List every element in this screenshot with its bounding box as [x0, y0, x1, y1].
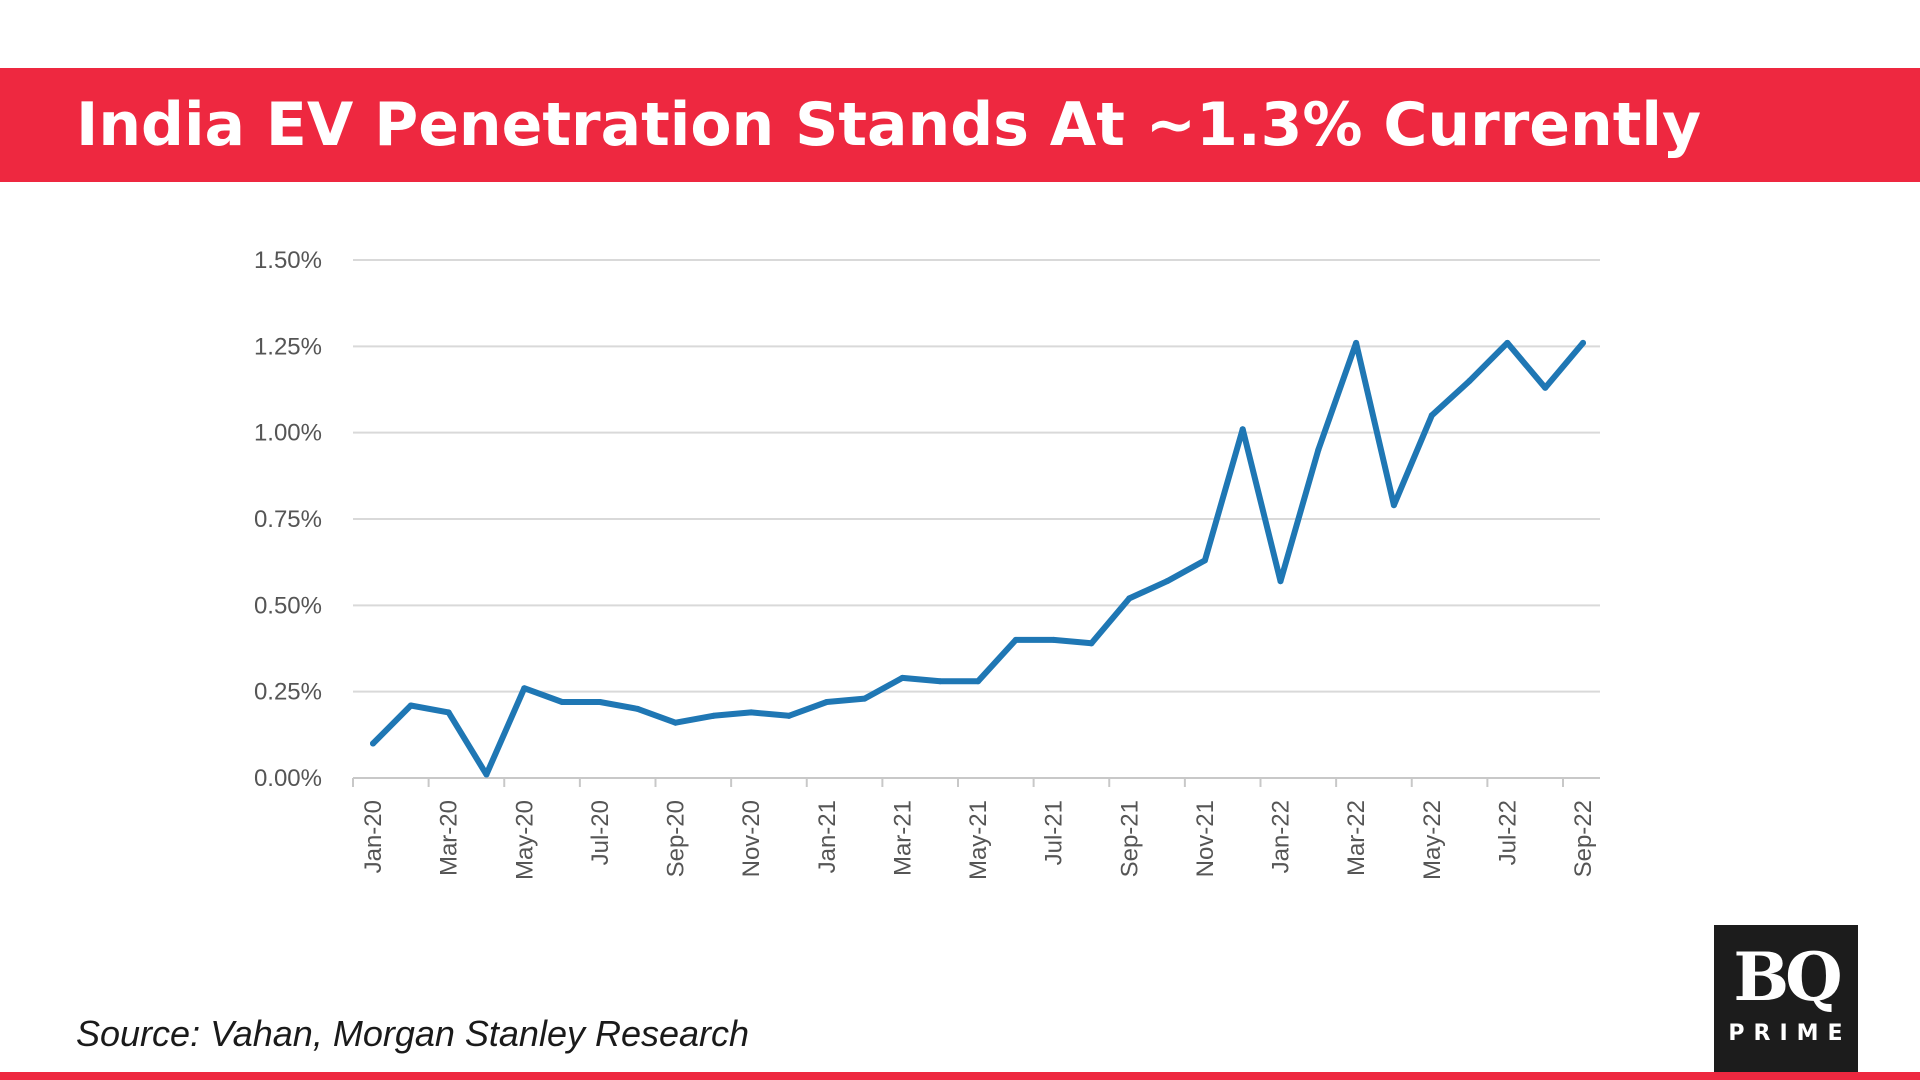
data-point — [1428, 412, 1435, 419]
logo-mark: BQ — [1733, 938, 1842, 1016]
x-tick-label: Sep-21 — [1116, 800, 1143, 877]
y-tick-label: 0.50% — [254, 592, 322, 619]
bq-prime-logo: BQ PRIME — [1714, 925, 1858, 1073]
series-line — [370, 339, 1586, 778]
x-tick-label: Jan-22 — [1268, 800, 1295, 873]
title-banner: India EV Penetration Stands At ~1.3% Cur… — [0, 68, 1920, 182]
page-title: India EV Penetration Stands At ~1.3% Cur… — [76, 90, 1702, 160]
logo-sub: PRIME — [1728, 1021, 1852, 1046]
y-tick-label: 1.00% — [254, 420, 322, 447]
data-point — [1239, 426, 1246, 433]
y-tick-label: 0.00% — [254, 765, 322, 792]
x-tick-label: Jul-21 — [1041, 800, 1068, 865]
x-tick-label: Sep-20 — [663, 800, 690, 877]
data-point — [1164, 578, 1171, 585]
data-point — [1504, 339, 1511, 346]
x-tick-label: Nov-20 — [738, 800, 765, 877]
bottom-accent-bar — [0, 1072, 1920, 1080]
data-point — [559, 699, 566, 706]
data-point — [861, 695, 868, 702]
data-point — [672, 719, 679, 726]
x-tick-label: Sep-22 — [1570, 800, 1597, 877]
data-point — [899, 674, 906, 681]
data-point — [937, 678, 944, 685]
data-point — [370, 740, 376, 747]
y-tick-label: 0.75% — [254, 506, 322, 533]
y-tick-label: 0.25% — [254, 679, 322, 706]
data-point — [785, 712, 792, 719]
x-axis — [352, 777, 1600, 787]
data-point — [748, 709, 755, 716]
x-axis-tick-labels: Jan-20 Mar-20 May-20 Jul-20 Sep-20 Nov-20 Jan-… — [360, 800, 1597, 880]
data-point — [1050, 636, 1057, 643]
x-tick-label: May-20 — [511, 800, 538, 880]
x-tick-label: Jul-20 — [587, 800, 614, 865]
x-tick-label: Mar-20 — [436, 800, 463, 876]
x-tick-label: Jul-22 — [1494, 800, 1521, 865]
data-point — [445, 709, 452, 716]
y-tick-label: 1.25% — [254, 333, 322, 360]
source-note: Source: Vahan, Morgan Stanley Research — [76, 1013, 750, 1054]
data-point — [1542, 384, 1549, 391]
data-point — [596, 699, 603, 706]
x-tick-label: Nov-21 — [1192, 800, 1219, 877]
data-point — [1012, 636, 1019, 643]
data-point — [407, 702, 414, 709]
data-point — [483, 771, 490, 778]
data-point — [1580, 339, 1586, 346]
y-axis-tick-labels: 0.00% 0.25% 0.50% 0.75% 1.00% 1.25% 1.50% — [254, 247, 322, 792]
data-point — [975, 678, 981, 685]
x-tick-label: May-21 — [965, 800, 992, 880]
data-point — [710, 712, 717, 719]
x-tick-label: May-22 — [1419, 800, 1446, 880]
data-point — [1277, 578, 1284, 585]
data-point — [1466, 377, 1473, 384]
data-point — [1088, 640, 1095, 647]
data-point — [521, 685, 528, 692]
data-point — [1126, 595, 1133, 602]
x-tick-label: Jan-20 — [360, 800, 387, 873]
x-tick-label: Jan-21 — [814, 800, 841, 873]
data-point — [823, 699, 830, 706]
grid-lines — [353, 259, 1600, 693]
x-tick-label: Mar-21 — [889, 800, 916, 876]
data-point — [1390, 502, 1397, 509]
data-point — [1201, 557, 1208, 564]
y-tick-label: 1.50% — [254, 247, 322, 274]
data-point — [634, 705, 641, 712]
data-point — [1315, 446, 1322, 453]
x-tick-label: Mar-22 — [1343, 800, 1370, 876]
series-layer — [370, 339, 1586, 778]
data-point — [1353, 339, 1360, 346]
